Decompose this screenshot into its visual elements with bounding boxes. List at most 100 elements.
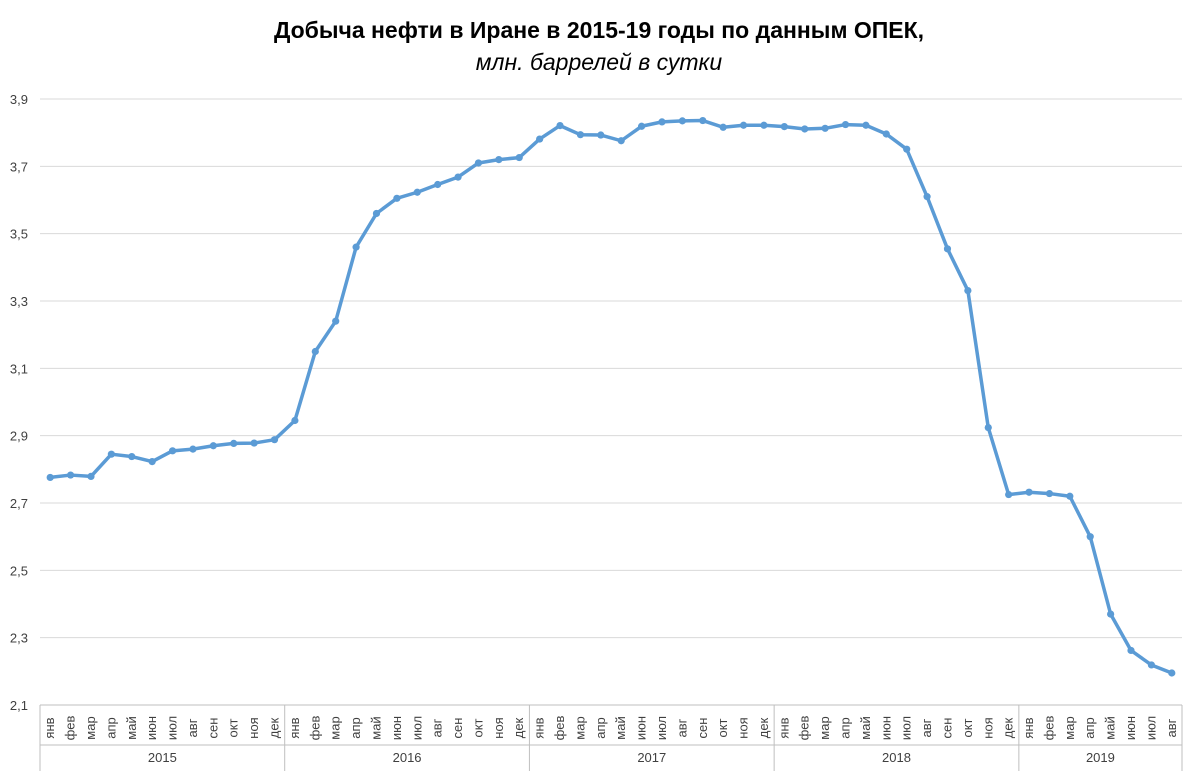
year-label: 2017 [637, 750, 666, 765]
data-point [250, 439, 258, 447]
data-point [352, 243, 360, 251]
data-point [1066, 492, 1074, 500]
x-tick-label: авг [674, 718, 689, 737]
x-tick-label: янв [287, 717, 302, 738]
data-point [658, 118, 666, 126]
data-point [576, 131, 585, 139]
x-tick-label: сен [450, 718, 465, 739]
data-point [1045, 489, 1054, 498]
data-point [597, 131, 605, 139]
x-tick-label: апр [348, 717, 363, 739]
y-tick-label: 2,7 [10, 496, 28, 511]
data-point [739, 121, 748, 129]
data-point [66, 471, 75, 479]
data-point [434, 180, 442, 189]
x-tick-label: фев [307, 715, 322, 740]
x-tick-label: сен [939, 718, 954, 739]
data-point [474, 159, 483, 167]
data-point [168, 447, 177, 455]
x-tick-label: янв [776, 717, 791, 738]
data-point [515, 153, 523, 162]
data-point [719, 123, 727, 131]
x-tick-label: янв [532, 717, 547, 738]
x-tick-label: мар [572, 716, 587, 739]
chart-subtitle: млн. баррелей в сутки [475, 49, 723, 75]
x-tick-label: ноя [980, 717, 995, 738]
x-tick-label: окт [715, 718, 730, 737]
x-tick-label: фев [797, 715, 812, 740]
y-tick-label: 3,1 [10, 361, 28, 376]
data-point [1168, 669, 1176, 677]
x-tick-label: июл [165, 716, 180, 740]
x-tick-label: янв [42, 717, 57, 738]
x-tick-label: фев [1041, 715, 1056, 740]
x-tick-label: окт [470, 718, 485, 737]
x-tick-label: апр [593, 717, 608, 739]
series-line [48, 118, 1174, 675]
x-tick-label: ноя [491, 717, 506, 738]
data-point [637, 122, 646, 130]
data-point [903, 145, 911, 153]
x-tick-label: июл [654, 716, 669, 740]
y-tick-label: 2,5 [10, 563, 28, 578]
data-point [821, 124, 829, 132]
data-point [209, 442, 217, 450]
data-point [801, 125, 809, 133]
data-point [984, 423, 992, 432]
x-tick-label: июл [899, 716, 914, 740]
data-point [311, 347, 319, 356]
x-tick-label: сен [695, 718, 710, 739]
x-tick-label: июн [389, 716, 404, 740]
y-tick-label: 3,5 [10, 227, 28, 242]
x-tick-label: авг [185, 718, 200, 737]
data-point [230, 439, 238, 448]
data-point [964, 286, 972, 295]
x-tick-label: май [858, 716, 873, 739]
year-label: 2016 [393, 750, 422, 765]
x-tick-label: июл [1143, 716, 1158, 740]
x-tick-label: июн [144, 716, 159, 740]
data-point [454, 173, 462, 181]
x-tick-label: июн [1123, 716, 1138, 740]
year-label: 2019 [1086, 750, 1115, 765]
data-point [1025, 488, 1033, 496]
y-tick-label: 2,1 [10, 698, 28, 713]
data-point [87, 472, 95, 481]
x-tick-label: сен [205, 718, 220, 739]
x-tick-label: окт [960, 718, 975, 737]
x-tick-label: авг [919, 718, 934, 737]
x-tick-label: дек [1001, 717, 1016, 738]
data-point [332, 317, 340, 325]
x-tick-label: ноя [246, 717, 261, 738]
x-tick-label: апр [103, 717, 118, 739]
x-tick-label: мар [83, 716, 98, 739]
data-point [1107, 610, 1115, 618]
data-point [678, 117, 686, 125]
data-point [46, 473, 54, 482]
data-point [699, 116, 707, 125]
data-point [495, 156, 503, 164]
data-point [128, 452, 136, 461]
x-tick-label: май [368, 716, 383, 739]
data-point [189, 445, 197, 453]
x-tick-label: май [124, 716, 139, 739]
data-point [1127, 646, 1135, 655]
data-point [291, 416, 299, 425]
year-label: 2018 [882, 750, 911, 765]
x-tick-label: май [1103, 716, 1118, 739]
x-tick-label: июн [634, 716, 649, 740]
data-point [1147, 661, 1156, 669]
data-point [780, 123, 788, 131]
x-tick-label: мар [1062, 716, 1077, 739]
x-tick-label: июн [878, 716, 893, 740]
data-point [270, 436, 279, 444]
x-tick-label: апр [838, 717, 853, 739]
data-point [617, 137, 625, 145]
data-point [536, 135, 544, 143]
x-tick-label: окт [226, 718, 241, 737]
data-point [943, 245, 952, 253]
data-point [107, 450, 115, 458]
x-tick-label: дек [511, 717, 526, 738]
data-point [841, 120, 850, 129]
